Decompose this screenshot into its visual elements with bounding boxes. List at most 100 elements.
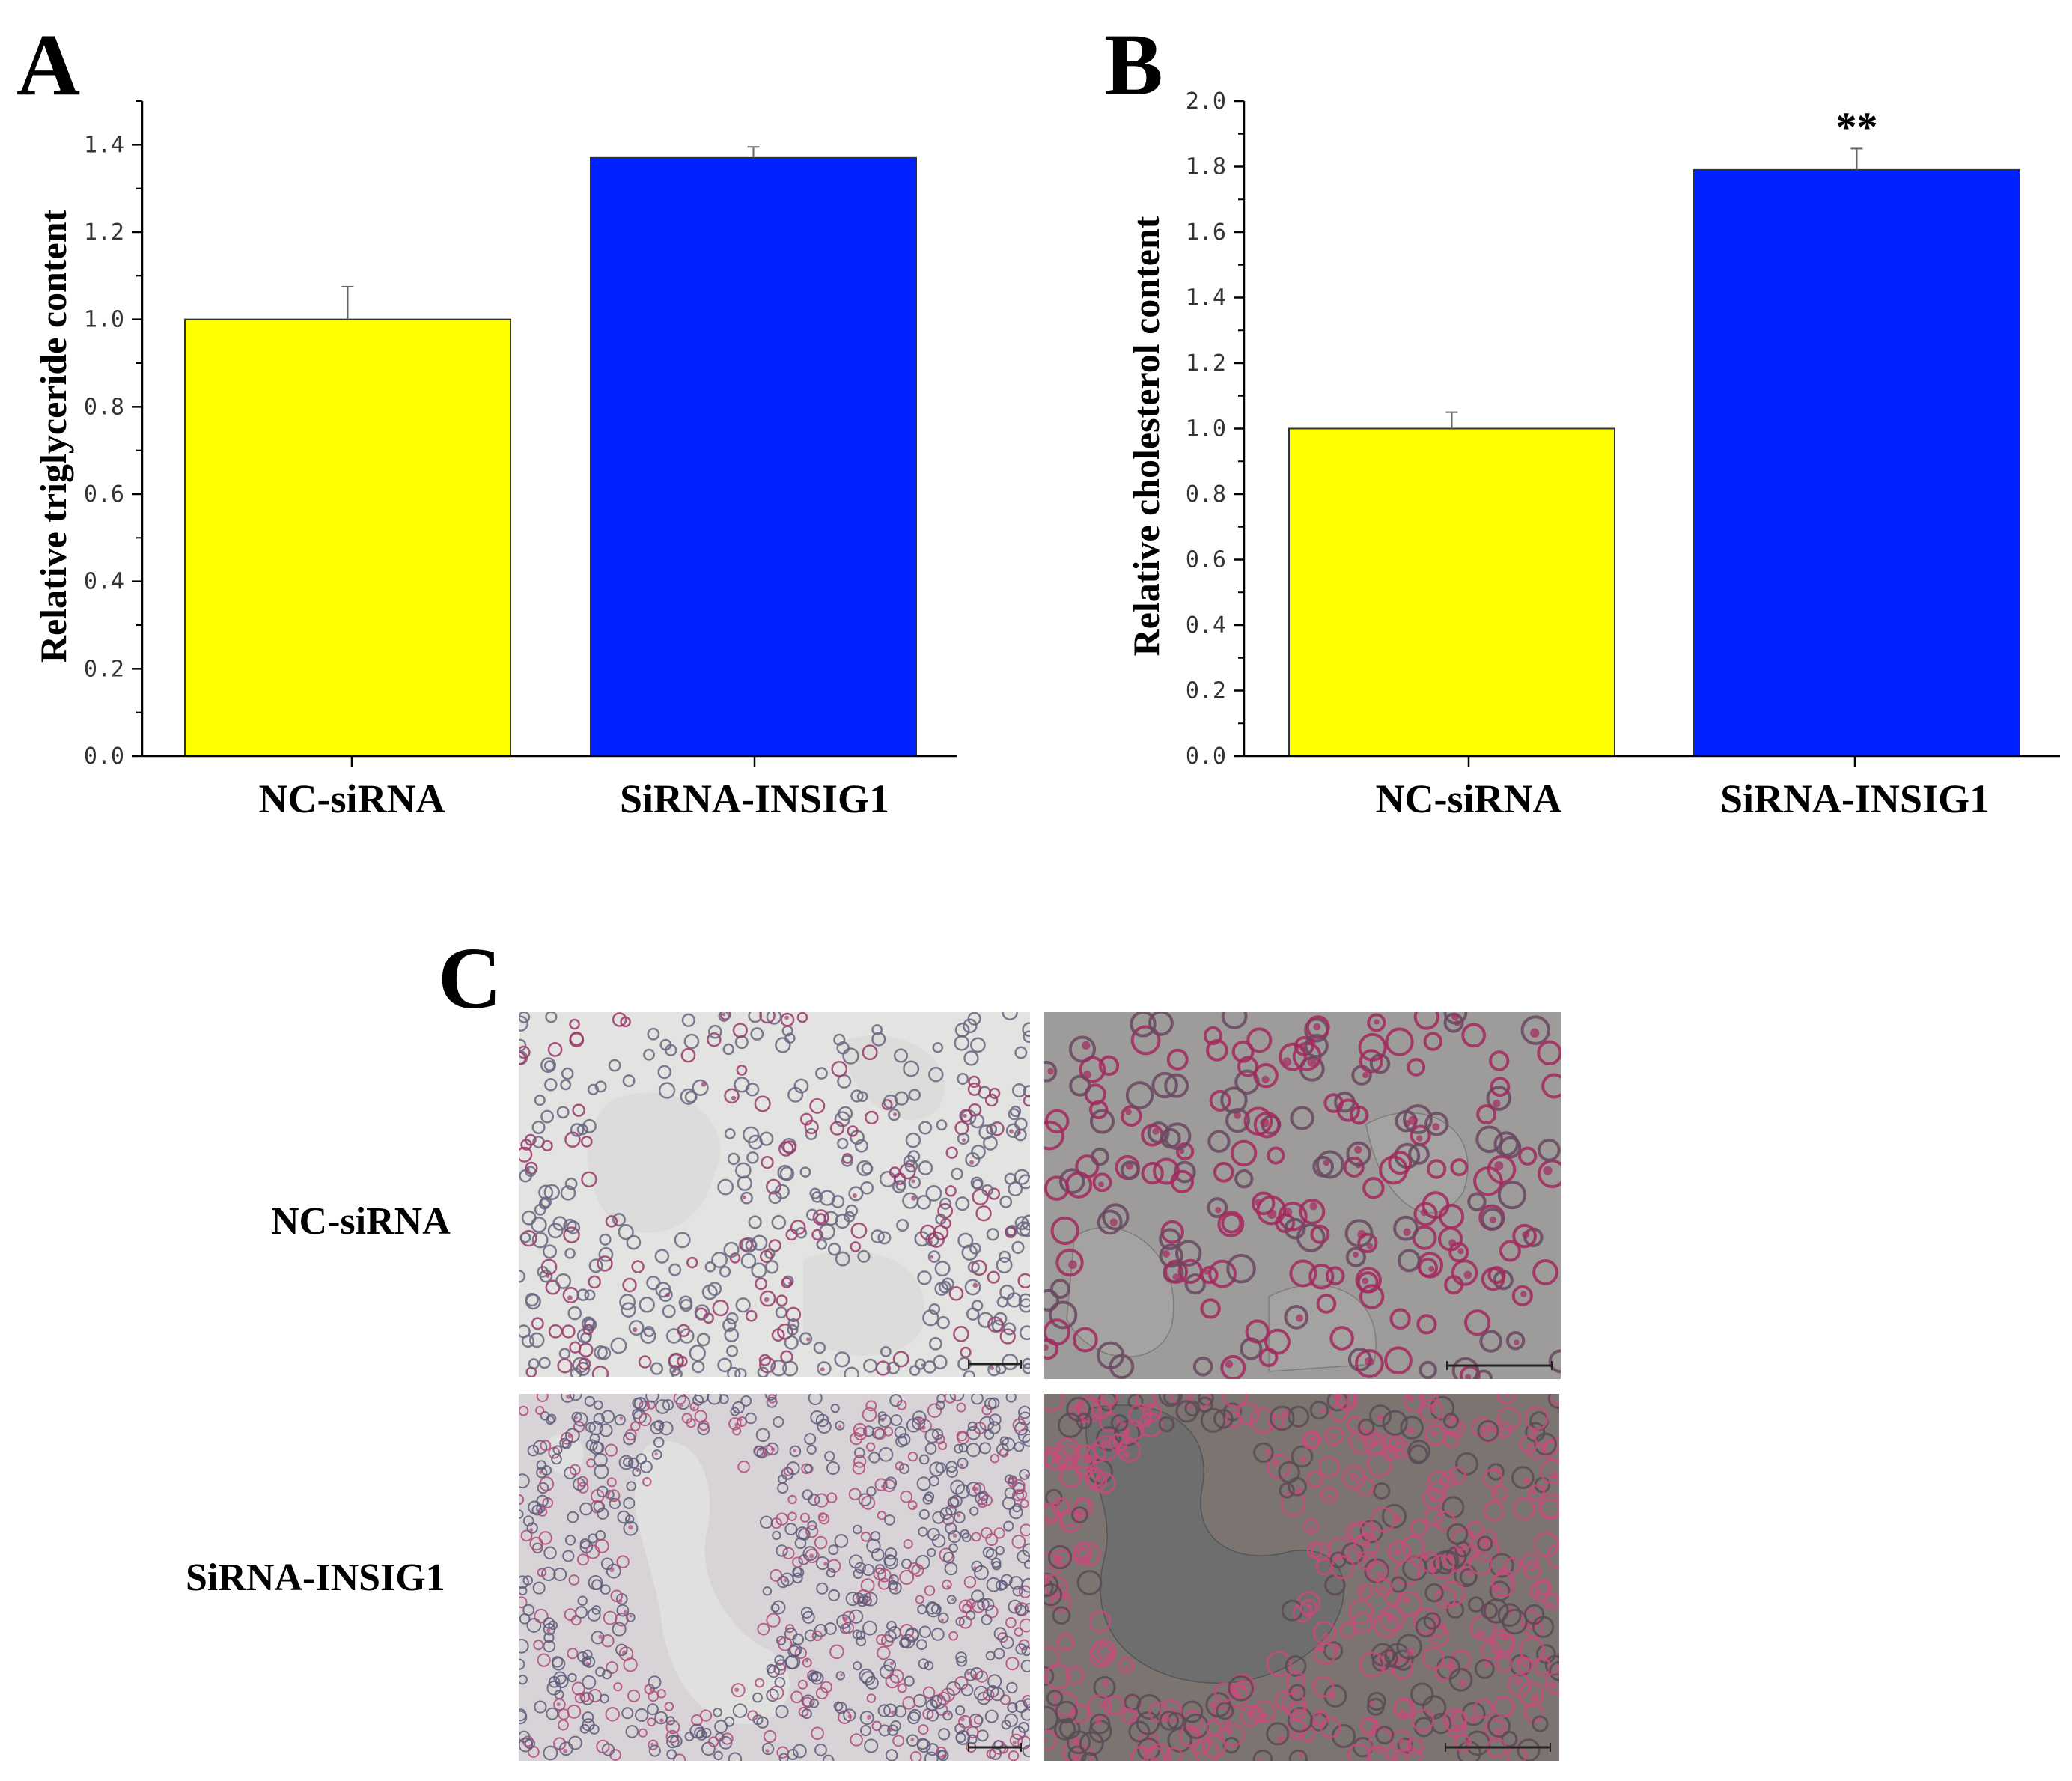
cell	[537, 1568, 546, 1577]
cell	[958, 1714, 972, 1729]
cell	[1044, 1446, 1055, 1468]
lipid-droplet	[1299, 1455, 1307, 1464]
cell	[1287, 1707, 1313, 1733]
cell	[762, 1444, 774, 1456]
cell	[1284, 1217, 1306, 1240]
cell	[707, 1282, 722, 1297]
cell	[787, 1324, 799, 1336]
cell	[1066, 1397, 1091, 1422]
cell	[1380, 1648, 1398, 1668]
cell	[940, 1687, 955, 1702]
cell	[617, 1510, 630, 1524]
cell	[1388, 1151, 1413, 1175]
cell	[801, 1463, 812, 1475]
cell	[1076, 1413, 1093, 1430]
cell	[886, 1361, 900, 1374]
cell	[831, 1060, 848, 1077]
cell	[995, 1545, 1005, 1556]
cell	[681, 1013, 695, 1027]
lipid-droplet	[1225, 1360, 1234, 1369]
cell	[578, 1342, 594, 1357]
lipid-droplet	[941, 1754, 945, 1758]
cell	[955, 1651, 967, 1663]
cell	[777, 1323, 793, 1340]
cell	[953, 1511, 966, 1523]
cell	[792, 1572, 803, 1584]
cell	[814, 1624, 828, 1637]
cell	[774, 1676, 786, 1688]
cell	[591, 1579, 603, 1590]
cell	[860, 1531, 871, 1542]
cell	[1542, 1592, 1559, 1610]
cell	[534, 1700, 547, 1714]
cell	[780, 1012, 795, 1027]
cell	[918, 1526, 928, 1537]
cell	[759, 1012, 776, 1024]
lipid-droplet	[1298, 1752, 1305, 1759]
cell	[971, 1259, 987, 1276]
y-tick-label: 1.2	[84, 219, 124, 246]
cell	[1160, 1127, 1181, 1149]
cell	[1351, 1612, 1374, 1634]
cell	[534, 1203, 546, 1216]
cell	[1290, 1106, 1314, 1130]
cell	[730, 1407, 740, 1416]
cell	[908, 1562, 921, 1575]
cell	[531, 1504, 543, 1516]
cell	[587, 1607, 601, 1622]
cell	[929, 1336, 942, 1351]
lipid-droplet	[1125, 1108, 1132, 1115]
cell	[599, 1233, 612, 1246]
cell	[1481, 1602, 1498, 1619]
cell	[569, 1031, 584, 1047]
cell	[1535, 1579, 1552, 1595]
cell	[1022, 1357, 1030, 1369]
cell	[955, 1196, 970, 1211]
cell	[1279, 1042, 1307, 1071]
cell	[818, 1223, 835, 1240]
cell	[1237, 1401, 1260, 1425]
cell	[893, 1048, 909, 1063]
cell	[1317, 1455, 1340, 1478]
cell	[1159, 1243, 1183, 1268]
cell	[601, 1743, 615, 1756]
cell	[971, 1532, 981, 1542]
cell	[1266, 1651, 1292, 1677]
cell	[828, 1589, 841, 1601]
y-tick-label: 0.2	[1186, 678, 1226, 704]
cell	[719, 1394, 729, 1404]
cell	[945, 1185, 957, 1197]
cell	[724, 1128, 736, 1139]
cell	[1451, 1259, 1478, 1286]
cell	[959, 1109, 973, 1123]
cell	[843, 1708, 856, 1722]
lipid-droplet	[843, 1616, 848, 1622]
cell	[714, 1720, 728, 1734]
micrograph-row-label-nc-sirna: NC-siRNA	[271, 1200, 451, 1243]
cell	[754, 1095, 771, 1112]
lipid-droplet	[1179, 1148, 1185, 1154]
cell	[880, 1345, 892, 1357]
cell	[560, 1079, 572, 1091]
cell	[546, 1707, 559, 1720]
cell	[1481, 1207, 1505, 1231]
cell	[1014, 1046, 1028, 1059]
cell	[528, 1358, 540, 1370]
lipid-droplet	[911, 1195, 917, 1201]
cell	[1359, 1651, 1386, 1678]
cell	[717, 1357, 732, 1373]
lipid-droplet	[654, 1452, 658, 1456]
cell	[1393, 1215, 1419, 1241]
cell	[794, 1537, 807, 1550]
cell	[1384, 1346, 1413, 1375]
y-tick-label: 0.0	[84, 743, 124, 770]
cell	[1006, 1292, 1023, 1308]
cell	[1459, 1568, 1478, 1586]
cell	[1015, 1604, 1027, 1616]
cell	[519, 1737, 534, 1753]
cell	[787, 1086, 804, 1103]
cell	[1007, 1702, 1018, 1713]
cell	[1349, 1428, 1374, 1455]
cell	[1070, 1704, 1090, 1723]
cell	[881, 1099, 893, 1111]
